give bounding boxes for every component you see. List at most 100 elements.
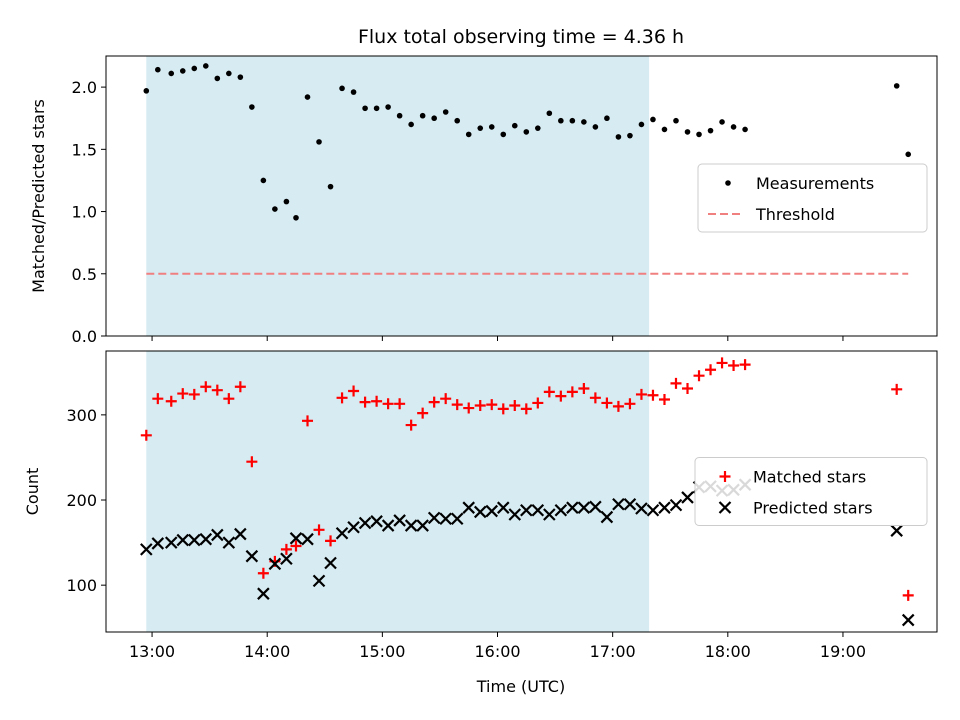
data-point bbox=[566, 501, 579, 514]
data-point bbox=[280, 552, 293, 566]
data-point bbox=[488, 124, 495, 130]
data-point bbox=[214, 75, 221, 82]
y-tick-label: 0.0 bbox=[72, 327, 97, 346]
chart-title: Flux total observing time = 4.36 h bbox=[358, 26, 684, 48]
data-point bbox=[268, 557, 282, 571]
data-point bbox=[451, 399, 463, 411]
legend: Matched stars Predicted stars bbox=[694, 457, 928, 526]
data-point bbox=[742, 126, 748, 133]
data-point bbox=[348, 385, 360, 397]
observing-span bbox=[146, 351, 650, 632]
data-point bbox=[635, 388, 647, 400]
data-point bbox=[543, 386, 555, 398]
x-tick-label: 18:00 bbox=[705, 642, 751, 661]
data-point bbox=[237, 74, 244, 80]
data-point bbox=[535, 125, 541, 131]
data-point bbox=[739, 359, 751, 371]
x-tick-label: 15:00 bbox=[359, 642, 405, 661]
data-point bbox=[520, 503, 533, 517]
x-tick-label: 14:00 bbox=[244, 642, 290, 661]
data-point bbox=[290, 540, 302, 552]
data-point bbox=[615, 134, 622, 140]
data-point bbox=[416, 519, 429, 532]
data-point bbox=[177, 388, 189, 400]
data-point bbox=[646, 503, 660, 517]
data-point bbox=[554, 503, 568, 517]
data-point bbox=[359, 396, 371, 408]
data-point bbox=[497, 403, 509, 415]
legend-label: Threshold bbox=[755, 205, 835, 224]
data-point bbox=[165, 395, 177, 407]
data-point bbox=[143, 88, 150, 94]
data-point bbox=[358, 516, 372, 530]
data-point bbox=[370, 515, 383, 528]
y-tick-label: 1.5 bbox=[72, 140, 97, 159]
data-point bbox=[222, 536, 236, 549]
y-tick-label: 2.0 bbox=[72, 78, 97, 97]
data-point bbox=[381, 519, 395, 532]
data-point bbox=[164, 536, 178, 549]
data-point bbox=[474, 399, 486, 411]
data-point bbox=[707, 127, 714, 134]
data-point bbox=[578, 382, 590, 394]
data-point bbox=[523, 129, 530, 135]
y-tick-label: 300 bbox=[66, 406, 97, 425]
data-point bbox=[454, 117, 461, 124]
data-point bbox=[234, 527, 247, 541]
data-point bbox=[408, 121, 414, 128]
data-point bbox=[339, 85, 345, 92]
data-point bbox=[658, 501, 671, 514]
data-point bbox=[577, 501, 591, 514]
data-point bbox=[191, 65, 198, 72]
data-point bbox=[179, 68, 186, 74]
data-point bbox=[140, 429, 152, 441]
data-point bbox=[681, 491, 694, 504]
data-point bbox=[417, 407, 429, 419]
data-point bbox=[257, 587, 270, 600]
data-point bbox=[600, 510, 614, 524]
data-point bbox=[312, 574, 326, 588]
data-point bbox=[168, 70, 175, 77]
data-point bbox=[623, 497, 637, 511]
y-tick-label: 100 bbox=[66, 576, 97, 595]
data-point bbox=[382, 398, 394, 410]
data-point bbox=[592, 124, 599, 130]
data-point bbox=[569, 117, 576, 124]
data-point bbox=[670, 377, 682, 389]
data-point bbox=[347, 520, 360, 534]
data-point bbox=[272, 206, 278, 212]
series-predicted-stars bbox=[140, 478, 915, 627]
data-point bbox=[223, 393, 235, 405]
x-tick-label: 19:00 bbox=[820, 642, 866, 661]
data-point bbox=[393, 514, 406, 527]
data-point bbox=[705, 364, 717, 376]
x-tick-label: 13:00 bbox=[129, 642, 175, 661]
legend-label: Matched stars bbox=[753, 468, 866, 487]
data-point bbox=[362, 105, 368, 112]
data-point bbox=[891, 383, 903, 395]
data-point bbox=[890, 524, 903, 537]
data-point bbox=[151, 537, 165, 550]
data-point bbox=[647, 389, 659, 401]
legend-box bbox=[697, 163, 928, 233]
y-tick-label: 1.0 bbox=[72, 203, 97, 222]
data-point bbox=[477, 125, 484, 131]
data-point bbox=[728, 359, 740, 371]
data-point bbox=[199, 532, 213, 546]
data-point bbox=[558, 117, 564, 124]
data-point bbox=[396, 112, 403, 119]
data-point bbox=[496, 501, 510, 514]
data-point bbox=[385, 104, 391, 110]
data-point bbox=[188, 388, 200, 400]
data-point bbox=[427, 511, 441, 525]
data-point bbox=[716, 357, 728, 369]
data-point bbox=[650, 116, 656, 123]
data-point bbox=[442, 109, 449, 115]
legend-swatch bbox=[719, 471, 731, 482]
data-point bbox=[211, 384, 223, 396]
x-tick-label: 16:00 bbox=[474, 642, 520, 661]
y-tick-label: 200 bbox=[66, 491, 97, 510]
data-point bbox=[589, 392, 601, 404]
data-point bbox=[693, 370, 705, 382]
data-point bbox=[902, 589, 914, 601]
